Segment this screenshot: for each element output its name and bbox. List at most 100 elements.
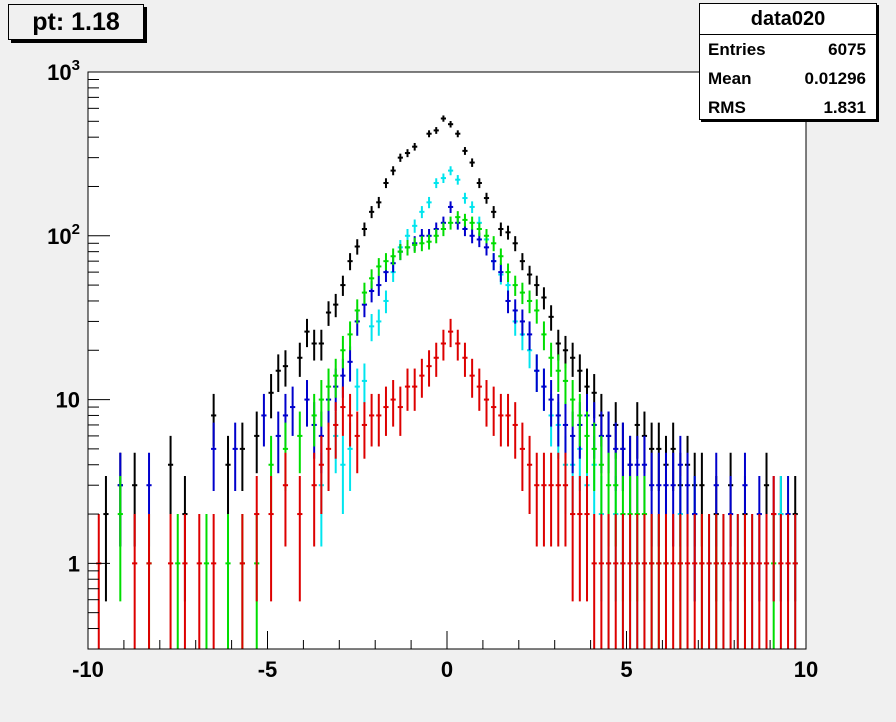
y-tick-label: 102 [47,221,80,249]
data-point [534,299,540,324]
data-point [117,476,123,602]
y-tick-label: 1 [68,551,80,576]
data-point [584,411,590,474]
data-point [684,514,691,649]
data-point [397,153,403,162]
data-point [562,363,569,405]
data-point [577,354,583,392]
data-point [383,386,389,436]
data-point [440,222,446,237]
data-point [534,452,540,547]
data-point [347,253,353,271]
data-point [462,192,468,204]
data-point [491,236,497,252]
data-point [383,178,389,189]
data-point [469,358,475,398]
data-point [304,380,310,427]
data-point [498,393,504,447]
data-point [354,299,360,324]
data-point [483,380,490,427]
stats-value: 6075 [828,39,866,59]
data-point [469,229,475,244]
x-tick-label: -5 [258,657,278,682]
data-point [333,293,339,318]
series-4 [96,318,798,649]
data-point [304,318,310,348]
data-point [548,380,554,427]
data-point [677,435,683,515]
x-tick-label: 10 [794,657,818,682]
data-point [526,290,533,314]
data-point [369,206,375,219]
data-point [426,234,432,250]
data-point [699,514,705,649]
data-point [390,380,396,427]
data-point [491,253,497,271]
data-point [541,287,547,310]
stats-label: Entries [708,39,766,59]
data-point [455,211,461,224]
data-point [297,342,303,377]
data-point [397,386,403,436]
data-point [649,514,655,649]
data-point [605,514,612,649]
data-point [297,476,303,602]
data-point [419,236,425,252]
data-point [498,263,504,282]
data-point [570,342,576,377]
data-point [232,422,238,492]
data-point [369,314,375,342]
data-point [577,476,583,602]
data-point [591,422,597,492]
data-point [498,222,504,237]
data-point [512,402,518,459]
data-point [526,265,533,285]
data-point [512,299,518,324]
data-point [627,514,633,649]
data-point [361,222,368,237]
stats-value: 0.01296 [804,68,866,88]
data-point [376,309,382,336]
series-layer [96,115,798,649]
data-point [354,368,360,411]
data-point [290,386,296,436]
data-point [318,329,324,361]
data-point [182,514,188,649]
data-point [376,275,382,296]
data-point [469,201,475,214]
data-point [778,514,784,649]
data-point [132,514,138,649]
data-point [433,342,439,377]
data-point [268,476,274,602]
data-point [448,318,454,348]
data-point [534,354,540,392]
data-point [376,196,382,209]
data-point [239,514,245,649]
stats-label: Mean [708,68,752,88]
data-point [282,350,289,387]
data-point [677,514,683,649]
data-point [297,411,303,474]
data-point [491,206,497,219]
data-point [347,393,353,447]
data-point [462,342,468,377]
data-point [448,166,454,176]
data-point [448,216,454,230]
data-point [469,158,475,167]
data-point [426,350,432,387]
data-point [483,192,490,204]
data-point [225,514,231,649]
data-point [555,354,561,392]
data-point [505,393,511,447]
data-point [785,514,791,649]
data-point [519,422,525,492]
data-point [275,411,281,474]
data-point [412,368,418,411]
data-point [354,411,360,474]
data-point [555,452,561,547]
data-point [167,435,174,515]
data-point [720,514,727,649]
data-point [347,346,353,382]
x-tick-label: -10 [72,657,104,682]
